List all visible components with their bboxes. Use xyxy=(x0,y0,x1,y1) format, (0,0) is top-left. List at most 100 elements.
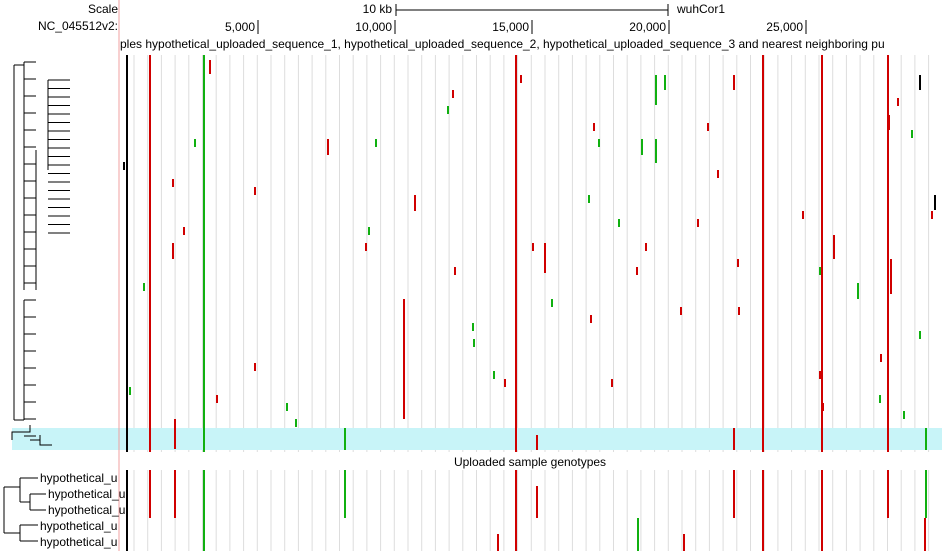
variant-tick xyxy=(733,75,735,90)
variant-tick xyxy=(888,115,890,130)
variant-tick xyxy=(209,60,211,74)
variant-tick xyxy=(919,75,921,90)
variant-line xyxy=(821,55,823,452)
variant-tick xyxy=(802,211,804,219)
variant-tick xyxy=(680,307,682,315)
variant-tick xyxy=(833,235,835,259)
variants xyxy=(123,55,936,551)
variant-line xyxy=(126,55,128,452)
sample-label: hypothetical_u xyxy=(40,519,117,533)
variant-tick xyxy=(344,470,346,518)
variant-tick xyxy=(194,139,196,147)
variant-tick xyxy=(472,323,474,331)
scale-size: 10 kb xyxy=(363,2,393,16)
variant-tick xyxy=(536,486,538,518)
variant-tick xyxy=(365,243,367,251)
variant-tick xyxy=(473,339,475,347)
variant-tick xyxy=(655,139,657,163)
variant-tick xyxy=(454,267,456,275)
variant-tick xyxy=(368,227,370,235)
variant-tick xyxy=(149,470,151,518)
variant-tick xyxy=(143,283,145,291)
variant-tick xyxy=(403,299,405,419)
variant-tick xyxy=(637,518,639,551)
tree-branches xyxy=(3,477,46,542)
variant-tick xyxy=(598,139,600,147)
variant-tick xyxy=(618,219,620,227)
tree-branches xyxy=(11,61,70,446)
variant-tick xyxy=(664,75,666,90)
variant-tick xyxy=(375,139,377,147)
variant-tick xyxy=(822,403,824,411)
variant-tick xyxy=(593,123,595,131)
variant-tick xyxy=(738,307,740,315)
variant-tick xyxy=(707,123,709,131)
assembly: wuhCor1 xyxy=(676,2,725,16)
variant-tick xyxy=(414,195,416,211)
variant-tick xyxy=(493,371,495,379)
sample-labels: hypothetical_u hypothetical_u hypothetical… xyxy=(40,471,125,549)
variant-tick xyxy=(737,259,739,267)
sample-label: hypothetical_u xyxy=(48,503,125,517)
variant-tick xyxy=(520,75,522,83)
variant-tick xyxy=(919,331,921,339)
variant-tick xyxy=(172,243,174,259)
variant-tick xyxy=(611,379,613,387)
variant-tick xyxy=(551,299,553,307)
sample-label: hypothetical_u xyxy=(48,487,125,501)
variant-line xyxy=(515,55,517,452)
variant-tick xyxy=(821,470,823,551)
track-title: Uploaded sample genotypes xyxy=(454,455,606,469)
highlight-row xyxy=(12,428,942,450)
ruler-label: 15,000 xyxy=(492,20,529,34)
variant-tick xyxy=(911,130,913,138)
variant-tick xyxy=(655,75,657,105)
variant-tick xyxy=(254,363,256,371)
variant-tick xyxy=(544,243,546,273)
variant-tick xyxy=(733,470,735,518)
variant-tick xyxy=(733,428,735,450)
variant-tick xyxy=(504,379,506,387)
ruler-label: 20,000 xyxy=(629,20,666,34)
variant-tick xyxy=(819,371,821,379)
variant-tick xyxy=(344,428,346,450)
variant-tick xyxy=(452,90,454,98)
variant-tick xyxy=(536,435,538,450)
variant-tick xyxy=(129,387,131,395)
variant-tick xyxy=(174,470,176,518)
variant-tick xyxy=(216,395,218,403)
variant-tick xyxy=(447,106,449,114)
variant-tick xyxy=(890,259,892,294)
variant-tick xyxy=(174,419,176,449)
variant-tick xyxy=(532,243,534,251)
variant-tick xyxy=(203,470,205,551)
scale-label: Scale xyxy=(88,2,118,16)
variant-tick xyxy=(641,139,643,155)
chrom-label: NC_045512v2: xyxy=(38,19,118,33)
variant-tick xyxy=(645,243,647,251)
variant-line xyxy=(149,55,151,452)
variant-line xyxy=(887,55,889,452)
variant-tick xyxy=(588,195,590,203)
variant-tick xyxy=(819,267,821,275)
ruler: 5,000 10,000 15,000 20,000 25,000 xyxy=(225,20,807,34)
sample-label: hypothetical_u xyxy=(40,471,117,485)
variant-tick xyxy=(126,470,128,551)
variant-tick xyxy=(717,170,719,178)
variant-tick xyxy=(515,470,517,551)
variant-line xyxy=(762,55,764,452)
variant-tick xyxy=(123,162,125,170)
ruler-label: 5,000 xyxy=(225,20,255,34)
variant-tick xyxy=(683,534,685,551)
variant-tick xyxy=(295,419,297,427)
ruler-label: 25,000 xyxy=(766,20,803,34)
ruler-label: 10,000 xyxy=(355,20,392,34)
variant-tick xyxy=(903,411,905,419)
variant-line xyxy=(203,55,205,452)
grid xyxy=(133,55,930,551)
variant-tick xyxy=(590,315,592,323)
variant-tick xyxy=(762,470,764,551)
variant-tick xyxy=(934,195,936,210)
track-title: ples hypothetical_uploaded_sequence_1, h… xyxy=(120,37,885,51)
variant-tick xyxy=(172,179,174,187)
